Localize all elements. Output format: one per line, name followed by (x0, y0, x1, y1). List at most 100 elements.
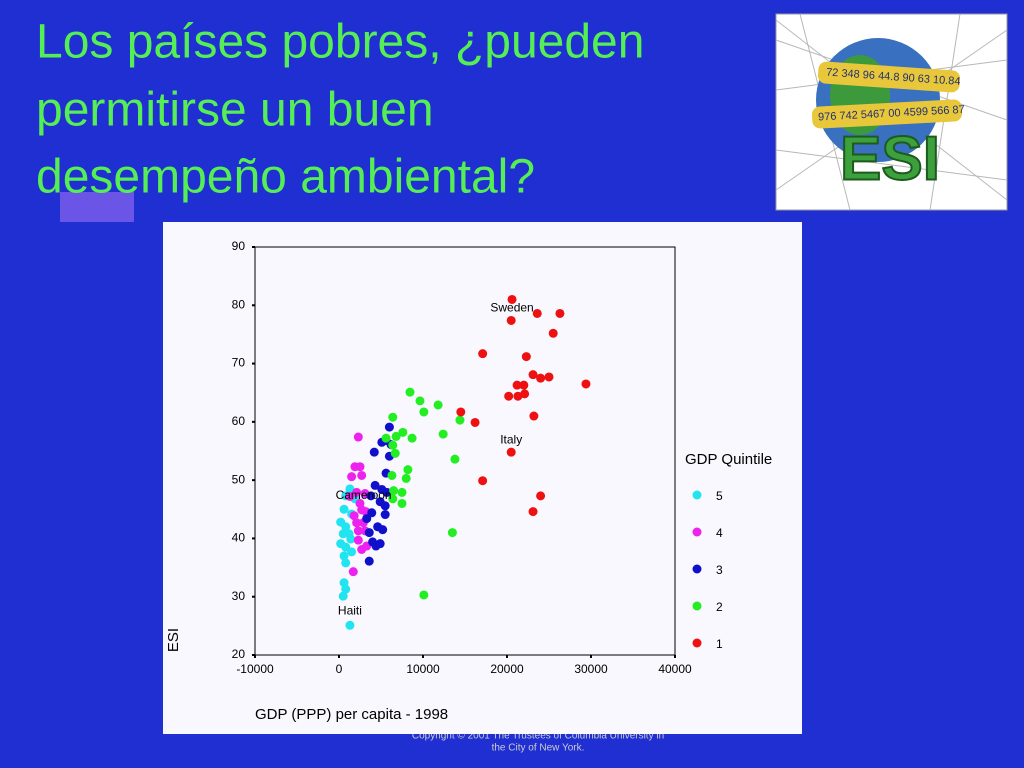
data-point (353, 535, 363, 545)
data-point (528, 507, 538, 517)
data-point (407, 433, 417, 443)
y-tick-label: 70 (232, 356, 246, 370)
data-point (581, 379, 591, 389)
data-point (338, 591, 348, 601)
logo-band (811, 99, 963, 129)
data-point (519, 380, 529, 390)
data-point (353, 526, 363, 536)
data-point (478, 349, 488, 359)
data-point (529, 411, 539, 421)
y-tick-label: 30 (232, 589, 246, 603)
data-point (369, 447, 379, 457)
legend-marker (692, 601, 702, 611)
slide-title: desempeño ambiental? (36, 151, 535, 204)
data-point (388, 494, 398, 504)
data-point (544, 372, 554, 382)
data-point (364, 556, 374, 566)
data-point (388, 440, 398, 450)
data-point (366, 491, 376, 501)
data-point (341, 522, 351, 532)
y-tick-label: 90 (232, 239, 246, 253)
data-point (389, 486, 399, 496)
data-point (339, 551, 349, 561)
x-axis-label: GDP (PPP) per capita - 1998 (255, 706, 448, 723)
data-point (346, 534, 356, 544)
data-point (352, 487, 362, 497)
logo-text: ESI (840, 124, 940, 193)
legend-marker (692, 527, 702, 537)
data-point (347, 547, 357, 557)
data-point (405, 387, 415, 397)
data-point (506, 315, 516, 325)
data-point (387, 470, 397, 480)
legend-marker (692, 564, 702, 574)
plot-frame (254, 246, 676, 656)
data-point (456, 407, 466, 417)
legend-label: 3 (716, 563, 723, 577)
data-point (398, 427, 408, 437)
data-point (362, 514, 372, 524)
annotation: Haiti (338, 603, 362, 617)
data-point (403, 465, 413, 475)
data-point (352, 518, 362, 528)
data-point (548, 328, 558, 338)
y-tick-label: 40 (232, 531, 246, 545)
data-point (536, 373, 546, 383)
x-tick-label: 0 (336, 662, 343, 676)
annotation: Italy (500, 432, 522, 446)
legend-marker (692, 638, 702, 648)
x-tick-label: -10000 (236, 662, 274, 676)
slide-title: permitirse un buen (36, 84, 434, 137)
data-point (381, 433, 391, 443)
x-tick-label: 40000 (658, 662, 692, 676)
copyright: the City of New York. (492, 743, 585, 754)
x-tick-label: 10000 (406, 662, 440, 676)
logo-band (817, 61, 961, 93)
data-point (419, 407, 429, 417)
data-point (504, 391, 514, 401)
legend-label: 5 (716, 489, 723, 503)
data-point (397, 487, 407, 497)
data-point (380, 510, 390, 520)
annotation: Cameroon (336, 488, 392, 502)
data-point (371, 541, 381, 551)
data-point (455, 415, 465, 425)
data-point (370, 480, 380, 490)
data-point (447, 528, 457, 538)
y-tick-label: 60 (232, 414, 246, 428)
data-point (388, 412, 398, 422)
data-point (470, 417, 480, 427)
data-point (419, 590, 429, 600)
legend-marker (692, 490, 702, 500)
decoration (60, 192, 134, 222)
data-point (345, 484, 355, 494)
data-point (367, 508, 377, 518)
x-tick-label: 20000 (490, 662, 524, 676)
data-point (339, 504, 349, 514)
data-point (347, 472, 357, 482)
data-point (391, 431, 401, 441)
data-point (507, 294, 517, 304)
data-point (528, 370, 538, 380)
data-point (378, 525, 388, 535)
data-point (438, 429, 448, 439)
data-point (532, 308, 542, 318)
data-point (341, 584, 351, 594)
data-point (353, 432, 363, 442)
data-point (357, 470, 367, 480)
data-point (520, 389, 530, 399)
data-point (364, 528, 374, 538)
legend-label: 4 (716, 526, 723, 540)
logo: 72 348 96 44.8 90 63 10.84 976 742 5467 … (775, 13, 1008, 211)
data-point (384, 422, 394, 432)
data-point (345, 491, 355, 501)
data-point (415, 396, 425, 406)
x-tick-label: 30000 (574, 662, 608, 676)
data-point (390, 448, 400, 458)
y-tick-label: 20 (232, 647, 246, 661)
annotation: Sweden (490, 301, 533, 315)
data-point (478, 476, 488, 486)
copyright: Copyright © 2001 The Trustees of Columbi… (412, 731, 664, 742)
data-point (536, 491, 546, 501)
